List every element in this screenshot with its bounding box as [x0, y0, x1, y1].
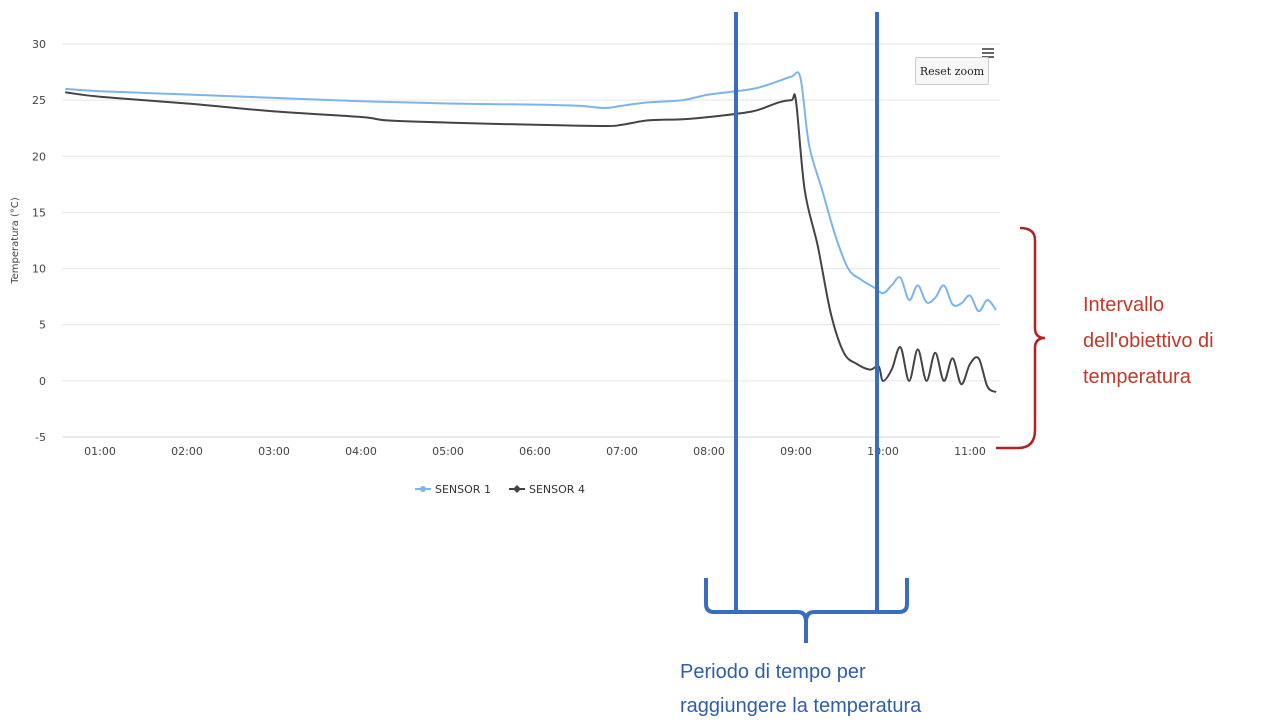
target-range-label-line-2: dell'obiettivo di [1083, 330, 1214, 352]
x-tick-label: 10:00 [867, 445, 899, 458]
legend-item-sensor-4[interactable]: SENSOR 4 [509, 483, 585, 496]
legend-marker-sensor-4 [513, 485, 521, 493]
y-tick-label: 10 [32, 263, 46, 276]
legend-label-sensor-1: SENSOR 1 [435, 483, 491, 496]
period-label-line-2: raggiungere la temperatura [680, 695, 922, 717]
x-axis-ticks: 01:00 02:00 03:00 04:00 05:00 06:00 07:00 08:00… [84, 445, 986, 458]
y-tick-label: -5 [35, 431, 46, 444]
x-tick-label: 05:00 [432, 445, 464, 458]
legend-label-sensor-4: SENSOR 4 [529, 483, 585, 496]
legend-item-sensor-1[interactable]: SENSOR 1 [415, 483, 491, 496]
y-tick-label: 30 [32, 38, 46, 51]
x-tick-label: 06:00 [519, 445, 551, 458]
y-axis-ticks: 30 25 20 15 10 5 0 -5 [32, 38, 46, 444]
target-range-label-line-3: temperatura [1083, 366, 1192, 388]
gridlines [62, 43, 1000, 438]
x-tick-label: 04:00 [345, 445, 377, 458]
target-range-label: Intervallo dell'obiettivo di temperatura [1083, 294, 1214, 388]
period-label-line-1: Periodo di tempo per [680, 661, 866, 683]
y-axis-title: Temperatura (°C) [10, 197, 21, 285]
period-brace [704, 578, 909, 643]
x-tick-label: 09:00 [780, 445, 812, 458]
y-tick-label: 5 [39, 319, 46, 332]
x-tick-label: 07:00 [606, 445, 638, 458]
legend[interactable]: SENSOR 1 SENSOR 4 [415, 483, 585, 496]
series-lines [65, 71, 997, 394]
x-tick-label: 01:00 [84, 445, 116, 458]
y-tick-label: 0 [39, 375, 46, 388]
period-label: Periodo di tempo per raggiungere la temp… [680, 661, 922, 717]
x-tick-label: 03:00 [258, 445, 290, 458]
legend-marker-sensor-1 [420, 486, 426, 492]
series-line-sensor-4[interactable] [65, 91, 997, 394]
x-tick-label: 02:00 [171, 445, 203, 458]
y-tick-label: 20 [32, 150, 46, 163]
y-tick-label: 15 [32, 206, 46, 219]
target-range-brace [996, 226, 1046, 450]
x-tick-label: 08:00 [693, 445, 725, 458]
target-range-label-line-1: Intervallo [1083, 294, 1164, 316]
series-line-sensor-1[interactable] [65, 71, 997, 313]
x-tick-label: 11:00 [954, 445, 986, 458]
reset-zoom-button[interactable]: Reset zoom [915, 57, 989, 85]
y-tick-label: 25 [32, 94, 46, 107]
